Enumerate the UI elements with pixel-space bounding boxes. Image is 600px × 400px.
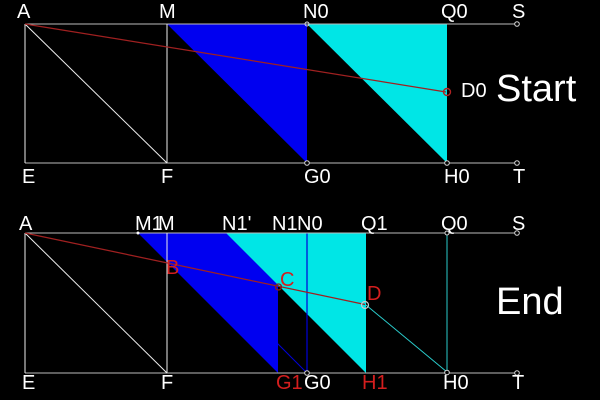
end-point-C [274,283,283,291]
label-end-E: E [22,372,36,394]
start-red-line-AD0 [24,23,447,93]
start-panel-title: Start [496,68,577,110]
label-start-Q0: Q0 [441,1,468,23]
label-end-M: M [158,213,175,235]
end-point-S [514,230,520,236]
label-end-D: D [367,283,382,305]
label-end-B: B [166,257,180,279]
start-segment-AF [24,23,168,164]
label-end-G1: G1 [276,372,303,394]
label-end-N1: N1 [272,213,298,235]
label-start-T: T [513,166,526,188]
end-point-Q0 [444,230,450,236]
start-point-H0 [444,160,450,166]
label-start-G0: G0 [304,166,331,188]
start-point-N0 [304,21,310,27]
end-panel [24,230,520,376]
label-end-N1-prime: N1' [222,213,252,235]
end-cyan-triangle [226,233,366,373]
label-start-H0: H0 [444,166,470,188]
start-point-D0 [442,87,452,97]
end-segment-AF [24,232,168,374]
end-point-D [360,300,370,310]
label-start-M: M [159,1,176,23]
end-point-T [514,370,520,376]
end-point-M1 [136,231,140,235]
label-end-H1: H1 [362,372,388,394]
label-end-Q0: Q0 [441,213,468,235]
end-panel-title: End [496,281,564,323]
start-point-G0 [304,160,310,166]
end-red-line-AD [24,232,366,306]
label-start-N0: N0 [303,1,329,23]
end-point-G0 [304,370,310,376]
end-blue-triangle [138,233,278,373]
label-start-D0: D0 [461,80,487,102]
label-end-Q1: Q1 [361,213,388,235]
label-start-F: F [161,166,174,188]
label-end-H0: H0 [443,372,469,394]
label-start-A: A [17,1,31,23]
label-end-F: F [161,372,174,394]
label-end-M1: M1 [135,213,163,235]
label-start-E: E [22,166,36,188]
label-start-S: S [512,1,526,23]
start-cyan-triangle [307,24,447,163]
start-panel [24,21,520,166]
label-end-N0: N0 [297,213,323,235]
end-point-H0 [444,369,450,376]
label-end-T: T [512,372,525,394]
start-point-S [514,21,520,27]
label-end-A: A [19,213,33,235]
start-blue-triangle [167,24,307,163]
label-end-G0: G0 [304,372,331,394]
label-end-C: C [280,269,295,291]
start-point-T [514,160,520,166]
end-ghost-cyan-segment-DH0 [365,304,448,373]
label-end-S: S [512,213,526,235]
